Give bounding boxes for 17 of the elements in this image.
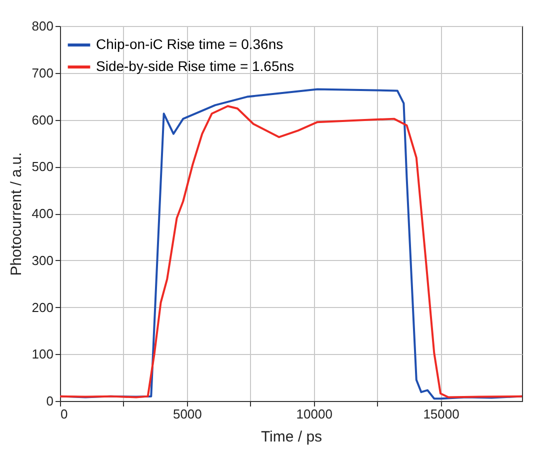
- y-tick-label: 600: [32, 112, 54, 128]
- y-axis-title: Photocurrent / a.u.: [8, 152, 25, 276]
- legend-label: Side-by-side Rise time = 1.65ns: [96, 58, 294, 74]
- x-tick-label: 15000: [423, 406, 460, 422]
- x-tick-label: 5000: [172, 406, 202, 422]
- y-tick-label: 400: [32, 206, 54, 221]
- y-tick-label: 200: [32, 300, 54, 315]
- y-tick-label: 700: [32, 65, 54, 80]
- y-tick-label: 300: [32, 252, 54, 268]
- x-tick-label: 0: [60, 406, 68, 422]
- y-tick-label: 500: [32, 159, 54, 174]
- y-tick-label: 0: [46, 394, 54, 408]
- x-axis-title: Time / ps: [260, 428, 322, 446]
- y-tick-label: 100: [32, 346, 54, 362]
- legend-label: Chip-on-iC Rise time = 0.36ns: [96, 36, 284, 52]
- x-tick-label: 10000: [296, 406, 332, 422]
- y-tick-label: 800: [32, 18, 54, 34]
